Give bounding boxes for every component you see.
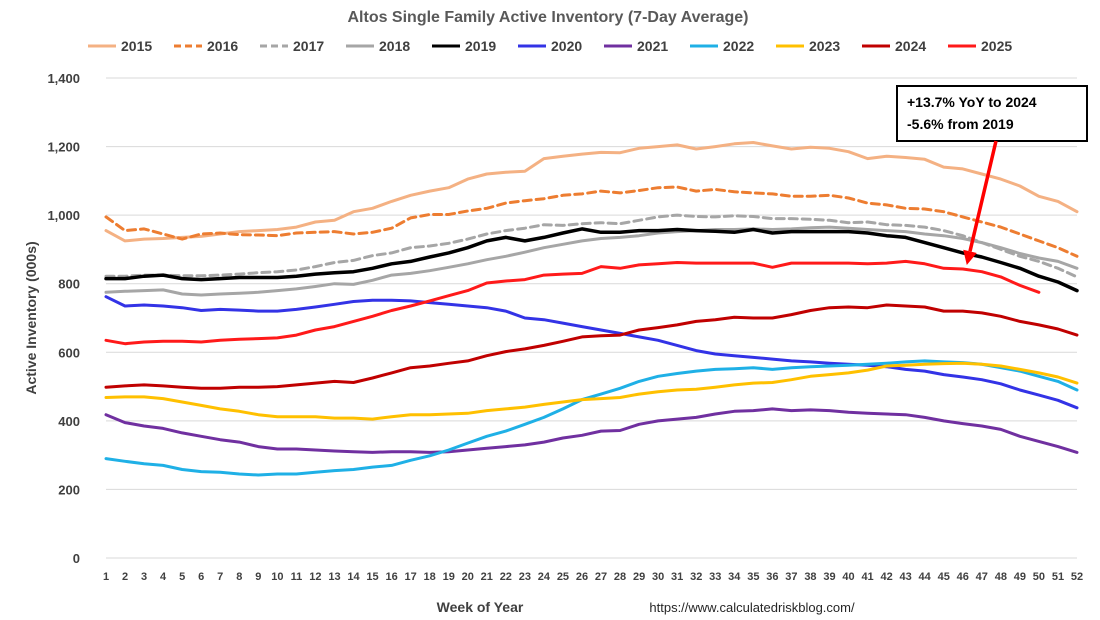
legend-label-2015: 2015: [121, 38, 152, 54]
x-tick-label: 27: [595, 571, 607, 583]
series-line-2015: [104, 141, 1079, 243]
y-axis-label: Active Inventory (000s): [23, 241, 39, 394]
x-tick-label: 16: [385, 571, 397, 583]
series-line-2019: [104, 227, 1079, 293]
x-tick-label: 17: [405, 571, 417, 583]
x-tick-label: 6: [198, 571, 204, 583]
x-tick-label: 36: [766, 571, 778, 583]
series-line-2016: [104, 185, 1079, 258]
annotation-line-1: +13.7% YoY to 2024: [907, 94, 1037, 110]
y-tick-label: 400: [58, 414, 80, 429]
x-tick-label: 20: [462, 571, 474, 583]
x-tick-label: 47: [976, 571, 988, 583]
x-tick-label: 40: [842, 571, 854, 583]
legend-label-2024: 2024: [895, 38, 926, 54]
x-tick-label: 18: [424, 571, 436, 583]
x-tick-label: 13: [328, 571, 340, 583]
legend-label-2025: 2025: [981, 38, 1012, 54]
y-tick-label: 1,200: [47, 140, 80, 155]
x-tick-label: 46: [957, 571, 969, 583]
x-tick-label: 50: [1033, 571, 1045, 583]
x-tick-label: 37: [785, 571, 797, 583]
x-tick-label: 11: [291, 571, 303, 583]
legend-label-2019: 2019: [465, 38, 496, 54]
x-tick-label: 10: [271, 571, 283, 583]
series-line-2024: [104, 303, 1079, 390]
x-tick-label: 48: [995, 571, 1007, 583]
y-tick-label: 800: [58, 277, 80, 292]
x-axis-ticks: 1 2 3 4 5 6 7 8 9 10 11 12 13 14 15 16 17 18 19 20 21 22 23 24 2…: [103, 571, 1083, 583]
x-tick-label: 23: [519, 571, 531, 583]
x-axis-label: Week of Year: [437, 599, 524, 615]
x-tick-label: 39: [823, 571, 835, 583]
series-line-2017: [104, 213, 1079, 279]
legend-label-2020: 2020: [551, 38, 582, 54]
x-tick-label: 7: [217, 571, 223, 583]
annotation-line-2: -5.6% from 2019: [907, 116, 1014, 132]
x-tick-label: 35: [747, 571, 759, 583]
y-tick-label: 0: [73, 551, 80, 566]
series-line-2018: [104, 225, 1079, 297]
x-tick-label: 49: [1014, 571, 1026, 583]
legend-label-2017: 2017: [293, 38, 324, 54]
x-tick-label: 12: [309, 571, 321, 583]
y-tick-label: 1,400: [47, 71, 80, 86]
x-tick-label: 38: [804, 571, 816, 583]
x-tick-label: 22: [500, 571, 512, 583]
y-axis-ticks: 0 200 400 600 800 1,000 1,200 1,400: [47, 71, 80, 566]
x-tick-label: 8: [236, 571, 242, 583]
x-tick-label: 3: [141, 571, 147, 583]
legend-label-2018: 2018: [379, 38, 410, 54]
x-tick-label: 21: [481, 571, 493, 583]
annotation-arrow: [968, 140, 998, 252]
annotation-callout: +13.7% YoY to 2024 -5.6% from 2019: [896, 85, 1088, 265]
series-line-2025: [104, 259, 1041, 346]
x-tick-label: 9: [255, 571, 261, 583]
legend-label-2021: 2021: [637, 38, 668, 54]
legend-label-2022: 2022: [723, 38, 754, 54]
x-tick-label: 19: [443, 571, 455, 583]
x-tick-label: 26: [576, 571, 588, 583]
x-tick-label: 42: [880, 571, 892, 583]
series-line-2021: [104, 407, 1079, 454]
series-line-2023: [104, 361, 1079, 421]
x-tick-label: 33: [709, 571, 721, 583]
x-tick-label: 31: [671, 571, 683, 583]
chart-title: Altos Single Family Active Inventory (7-…: [347, 9, 748, 26]
y-tick-label: 200: [58, 482, 80, 497]
gridlines: [106, 77, 1077, 559]
series-lines: [104, 141, 1079, 477]
y-tick-label: 1,000: [47, 208, 80, 223]
legend: 2015 2016 2017 2018 2019 2020 2021 2022 2023 2024…: [88, 38, 1012, 54]
legend-label-2023: 2023: [809, 38, 840, 54]
x-tick-label: 24: [538, 571, 551, 583]
x-tick-label: 45: [938, 571, 950, 583]
x-tick-label: 25: [557, 571, 569, 583]
x-tick-label: 4: [160, 571, 167, 583]
x-tick-label: 15: [366, 571, 378, 583]
source-url: https://www.calculatedriskblog.com/: [649, 600, 855, 615]
x-tick-label: 44: [919, 571, 932, 583]
x-tick-label: 41: [861, 571, 873, 583]
x-tick-label: 52: [1071, 571, 1083, 583]
y-tick-label: 600: [58, 345, 80, 360]
x-tick-label: 29: [633, 571, 645, 583]
annotation-box: [896, 85, 1088, 142]
x-tick-label: 1: [103, 571, 109, 583]
x-tick-label: 5: [179, 571, 185, 583]
x-tick-label: 34: [728, 571, 741, 583]
legend-label-2016: 2016: [207, 38, 238, 54]
x-tick-label: 2: [122, 571, 128, 583]
series-line-2022: [104, 359, 1079, 477]
x-tick-label: 28: [614, 571, 626, 583]
x-tick-label: 14: [347, 571, 360, 583]
series-line-2020: [104, 295, 1079, 410]
x-tick-label: 32: [690, 571, 702, 583]
x-tick-label: 30: [652, 571, 664, 583]
x-tick-label: 43: [900, 571, 912, 583]
annotation-arrowhead: [963, 249, 977, 265]
x-tick-label: 51: [1052, 571, 1064, 583]
